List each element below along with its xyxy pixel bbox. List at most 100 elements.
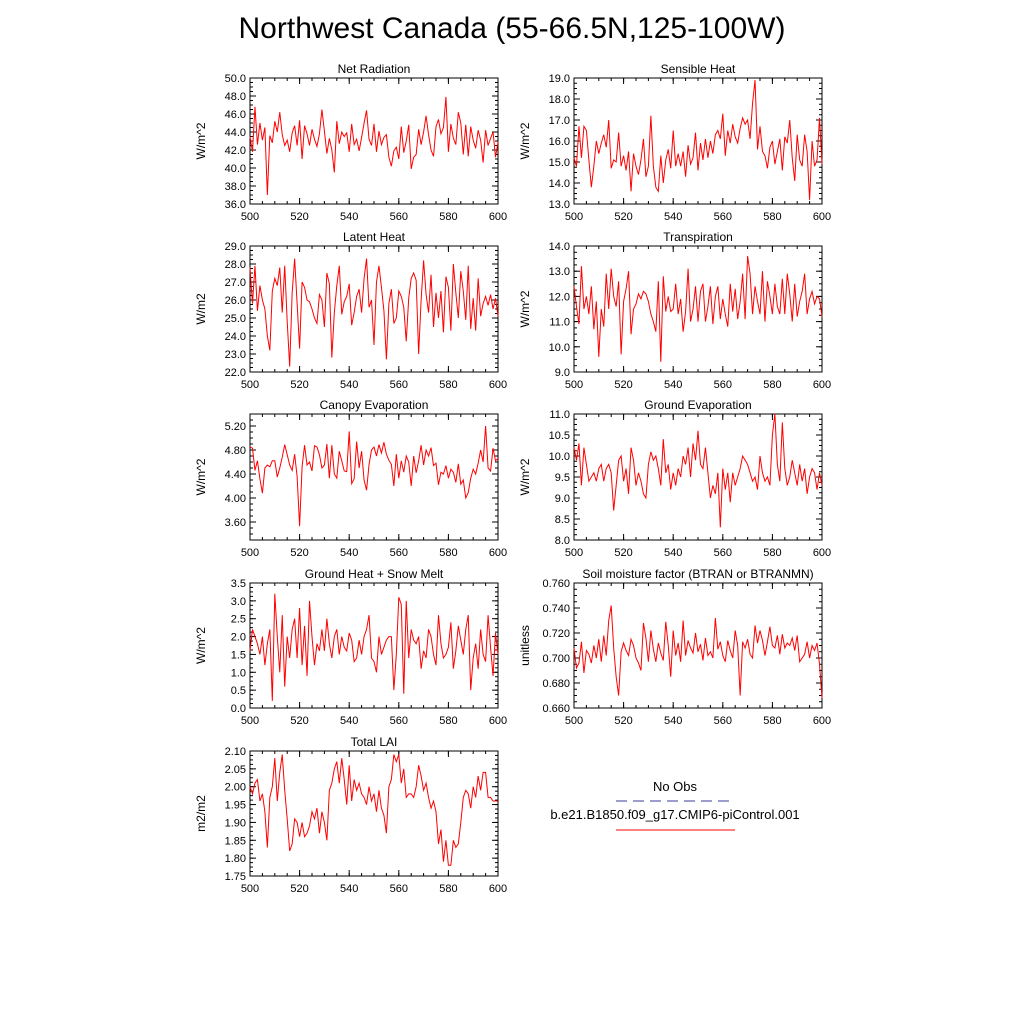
x-tick-label: 500 (565, 379, 583, 391)
x-tick-label: 540 (340, 211, 358, 223)
panel-title: Ground Evaporation (644, 398, 751, 412)
panel-net-radiation: Net Radiation W/m^2 36.0 38.0 40.0 42.0 44.0 46… (194, 62, 507, 223)
panel-canopy-evaporation: Canopy Evaporation W/m^2 3.60 4.00 4.40 4.80 5… (194, 398, 507, 559)
series-line (249, 258, 499, 367)
x-tick-label: 540 (340, 547, 358, 559)
panel-title: Total LAI (351, 735, 398, 749)
x-tick-label: 600 (489, 211, 507, 223)
y-tick-label: 3.60 (225, 517, 246, 529)
series-line (573, 80, 823, 200)
panel-title: Ground Heat + Snow Melt (305, 567, 444, 581)
y-tick-label: 10.0 (549, 451, 570, 463)
y-tick-label: 13.0 (549, 266, 570, 278)
series-line (573, 256, 823, 362)
y-tick-label: 0.760 (542, 578, 570, 590)
y-tick-label: 25.0 (225, 313, 246, 325)
y-tick-label: 27.0 (225, 277, 246, 289)
panel-ground-heat-snow-melt: Ground Heat + Snow Melt W/m^2 0.0 0.5 1.0 1.5… (194, 567, 507, 727)
x-tick-label: 500 (565, 715, 583, 727)
y-tick-label: 9.5 (555, 472, 570, 484)
panel-transpiration: Transpiration W/m^2 9.0 10.0 11.0 12.0 13.0 14.… (518, 230, 831, 391)
y-tick-label: 40.0 (225, 163, 246, 175)
series-line (249, 593, 499, 701)
x-tick-label: 600 (489, 883, 507, 895)
y-tick-label: 18.0 (549, 94, 570, 106)
x-tick-label: 520 (614, 715, 632, 727)
x-tick-label: 500 (241, 883, 259, 895)
series-line (249, 425, 499, 527)
x-tick-label: 540 (664, 211, 682, 223)
x-tick-label: 560 (390, 883, 408, 895)
y-tick-label: 15.0 (549, 157, 570, 169)
x-tick-label: 560 (390, 211, 408, 223)
y-tick-label: 0.680 (542, 678, 570, 690)
y-axis-label: unitless (518, 625, 532, 666)
y-tick-label: 1.75 (225, 871, 246, 883)
y-tick-label: 23.0 (225, 349, 246, 361)
plot-frame (249, 413, 499, 541)
y-axis-label: W/m2 (194, 293, 208, 325)
y-axis-label: W/m^2 (194, 122, 208, 159)
y-tick-label: 0.0 (231, 703, 246, 715)
y-tick-label: 0.5 (231, 685, 246, 697)
x-tick-label: 580 (763, 547, 781, 559)
panel-title: Latent Heat (343, 230, 406, 244)
x-tick-label: 560 (714, 715, 732, 727)
y-tick-label: 22.0 (225, 367, 246, 379)
x-tick-label: 540 (664, 379, 682, 391)
x-tick-label: 540 (664, 715, 682, 727)
y-tick-label: 0.660 (542, 703, 570, 715)
y-tick-label: 1.90 (225, 817, 246, 829)
panel-latent-heat: Latent Heat W/m2 22.0 23.0 24.0 25.0 26.0 27.0 2… (194, 230, 507, 391)
y-tick-label: 10.5 (549, 430, 570, 442)
x-tick-label: 560 (390, 379, 408, 391)
y-tick-label: 3.5 (231, 578, 246, 590)
x-tick-label: 500 (241, 379, 259, 391)
x-tick-label: 540 (340, 883, 358, 895)
panel-title: Soil moisture factor (BTRAN or BTRANMN) (582, 567, 813, 581)
y-tick-label: 12.0 (549, 291, 570, 303)
y-tick-label: 4.80 (225, 445, 246, 457)
y-tick-label: 1.0 (231, 667, 246, 679)
x-tick-label: 600 (813, 547, 831, 559)
x-tick-label: 580 (439, 715, 457, 727)
y-tick-label: 17.0 (549, 115, 570, 127)
y-tick-label: 8.0 (555, 535, 570, 547)
y-tick-label: 19.0 (549, 73, 570, 85)
x-tick-label: 520 (290, 883, 308, 895)
x-tick-label: 520 (290, 715, 308, 727)
x-tick-label: 600 (489, 547, 507, 559)
y-tick-label: 3.0 (231, 596, 246, 608)
series-line (249, 96, 499, 196)
x-tick-label: 580 (763, 211, 781, 223)
y-axis-label: m2/m2 (194, 795, 208, 832)
x-tick-label: 580 (439, 211, 457, 223)
y-axis-label: W/m^2 (518, 290, 532, 327)
x-tick-label: 540 (340, 715, 358, 727)
x-tick-label: 600 (813, 379, 831, 391)
series-line (573, 413, 823, 528)
panel-title: Canopy Evaporation (320, 398, 429, 412)
y-tick-label: 2.0 (231, 632, 246, 644)
x-tick-label: 600 (489, 715, 507, 727)
series-line (573, 605, 823, 699)
x-tick-label: 580 (439, 379, 457, 391)
y-tick-label: 2.05 (225, 764, 246, 776)
y-tick-label: 5.20 (225, 421, 246, 433)
panel-title: Transpiration (663, 230, 733, 244)
panel-sensible-heat: Sensible Heat W/m^2 13.0 14.0 15.0 16.0 17.0 18… (518, 62, 831, 223)
y-axis-label: W/m^2 (194, 627, 208, 664)
panel-title: Sensible Heat (661, 62, 736, 76)
x-tick-label: 500 (565, 211, 583, 223)
x-tick-label: 500 (565, 547, 583, 559)
y-tick-label: 38.0 (225, 181, 246, 193)
x-tick-label: 560 (714, 547, 732, 559)
x-tick-label: 580 (439, 547, 457, 559)
y-tick-label: 1.95 (225, 800, 246, 812)
y-tick-label: 8.5 (555, 514, 570, 526)
y-tick-label: 13.0 (549, 199, 570, 211)
y-tick-label: 2.10 (225, 746, 246, 758)
x-tick-label: 580 (439, 883, 457, 895)
y-tick-label: 28.0 (225, 259, 246, 271)
y-tick-label: 14.0 (549, 178, 570, 190)
